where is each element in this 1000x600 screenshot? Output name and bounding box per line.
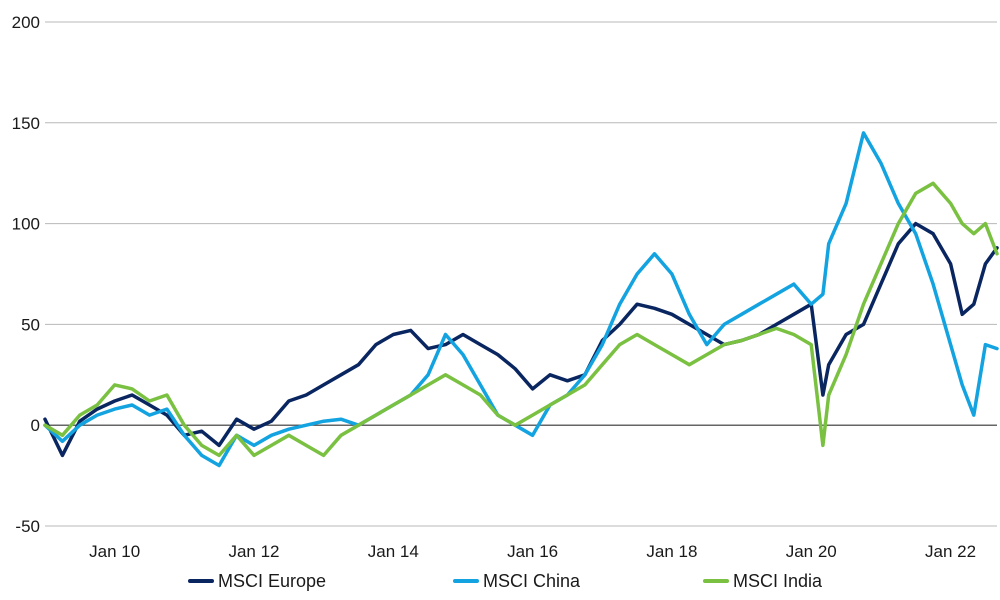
y-tick-label: -50 bbox=[15, 517, 40, 536]
x-tick-label: Jan 14 bbox=[368, 542, 419, 561]
y-axis-ticks: -50 0 50 100 150 200 bbox=[12, 13, 40, 536]
legend-item-msci-india: MSCI India bbox=[703, 571, 823, 591]
gridlines bbox=[45, 21, 997, 527]
series-lines bbox=[43, 131, 999, 468]
x-tick-label: Jan 18 bbox=[646, 542, 697, 561]
y-tick-label: 150 bbox=[12, 114, 40, 133]
legend-label: MSCI Europe bbox=[218, 571, 326, 591]
x-tick-label: Jan 22 bbox=[925, 542, 976, 561]
x-tick-label: Jan 20 bbox=[786, 542, 837, 561]
x-tick-label: Jan 16 bbox=[507, 542, 558, 561]
y-tick-label: 200 bbox=[12, 13, 40, 32]
x-tick-label: Jan 10 bbox=[89, 542, 140, 561]
series-line-msci-china bbox=[43, 131, 999, 468]
y-tick-label: 0 bbox=[31, 416, 40, 435]
x-tick-label: Jan 12 bbox=[228, 542, 279, 561]
legend-label: MSCI China bbox=[483, 571, 581, 591]
legend-item-msci-europe: MSCI Europe bbox=[188, 571, 326, 591]
series-line-msci-india bbox=[43, 181, 999, 458]
y-tick-label: 50 bbox=[21, 315, 40, 334]
legend: MSCI Europe MSCI China MSCI India bbox=[188, 571, 823, 591]
x-axis-ticks: Jan 10 Jan 12 Jan 14 Jan 16 Jan 18 Jan 20 Jan … bbox=[89, 542, 976, 561]
y-tick-label: 100 bbox=[12, 215, 40, 234]
legend-item-msci-china: MSCI China bbox=[453, 571, 581, 591]
legend-label: MSCI India bbox=[733, 571, 823, 591]
